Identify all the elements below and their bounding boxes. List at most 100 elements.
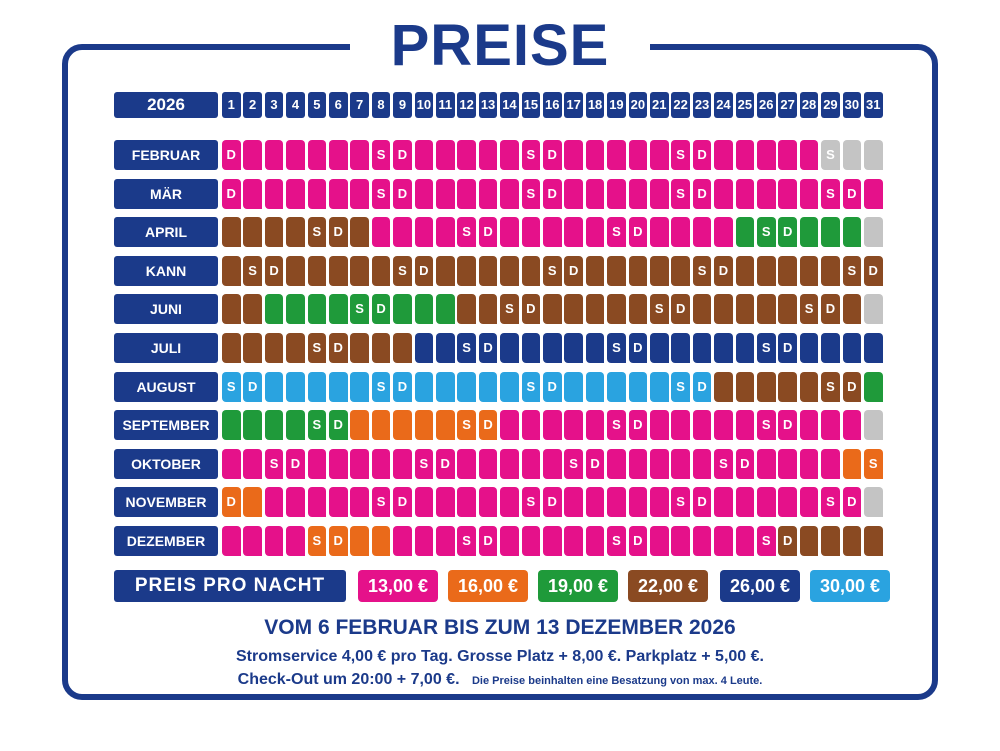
day-cell (757, 140, 776, 170)
day-cell (478, 294, 498, 325)
day-cell (243, 448, 262, 479)
day-cell (350, 178, 369, 209)
day-cell (414, 487, 434, 518)
day-cell (457, 178, 476, 209)
day-cell (286, 333, 305, 363)
checkout-info: Check-Out um 20:00 + 7,00 €. Die Preise … (0, 671, 1000, 689)
day-cell (650, 217, 669, 248)
day-cell (799, 178, 819, 209)
day-header-29: 29 (821, 92, 840, 118)
price-tag: 22,00 € (628, 570, 708, 602)
day-cell (307, 178, 327, 209)
day-cell: D (329, 410, 348, 441)
day-cell (286, 371, 305, 402)
day-cell (393, 448, 412, 479)
day-cell: D (243, 371, 262, 402)
day-cell: S (757, 333, 776, 363)
day-header-12: 12 (457, 92, 476, 118)
day-cell (543, 526, 562, 556)
day-cell (628, 140, 648, 170)
day-cell (799, 140, 819, 170)
day-cell: S (243, 255, 262, 286)
day-cell (650, 178, 669, 209)
day-cell (329, 487, 348, 518)
day-cell: D (478, 526, 498, 556)
day-cell (243, 217, 262, 248)
day-cell (607, 448, 626, 479)
day-cell (799, 487, 819, 518)
day-cell (778, 178, 797, 209)
day-cell: D (692, 178, 712, 209)
day-cell (500, 526, 519, 556)
day-cell: D (478, 410, 498, 441)
day-cell (457, 140, 476, 170)
day-cell (500, 140, 519, 170)
day-cell (264, 294, 284, 325)
day-cell (414, 333, 434, 363)
day-cell (350, 217, 369, 248)
day-cell: S (799, 294, 819, 325)
day-cell (264, 178, 284, 209)
day-cell (607, 178, 626, 209)
day-cell (628, 487, 648, 518)
day-cell (264, 410, 284, 441)
day-cell (650, 371, 669, 402)
day-cell: D (585, 448, 605, 479)
day-cell (564, 217, 583, 248)
day-cell (436, 255, 455, 286)
day-cell: D (329, 217, 348, 248)
day-cell (735, 487, 755, 518)
day-cell (222, 333, 241, 363)
day-cell (264, 217, 284, 248)
day-cell: D (842, 178, 862, 209)
day-cell: D (329, 526, 348, 556)
day-cell (607, 140, 626, 170)
day-header-8: 8 (371, 92, 391, 118)
day-cell (264, 371, 284, 402)
day-cell (286, 140, 305, 170)
day-cell: S (821, 371, 840, 402)
day-cell (436, 140, 455, 170)
day-cell (500, 371, 519, 402)
day-cell: D (436, 448, 455, 479)
day-header-15: 15 (521, 92, 541, 118)
price-tag: 19,00 € (538, 570, 618, 602)
day-header-24: 24 (714, 92, 733, 118)
day-cell (478, 140, 498, 170)
day-cell (799, 371, 819, 402)
day-cell (414, 217, 434, 248)
month-label: FEBRUAR (114, 140, 218, 170)
day-cell (371, 448, 391, 479)
day-cell (350, 371, 369, 402)
day-cell (350, 410, 369, 441)
day-cell (307, 487, 327, 518)
day-cell (585, 371, 605, 402)
day-cell (585, 217, 605, 248)
day-cell (842, 140, 862, 170)
day-header-20: 20 (628, 92, 648, 118)
day-cell (757, 255, 776, 286)
day-cell (864, 371, 883, 402)
day-header-11: 11 (436, 92, 455, 118)
day-cell: D (414, 255, 434, 286)
day-cell (222, 294, 241, 325)
day-cell: D (329, 333, 348, 363)
day-cell: D (842, 371, 862, 402)
day-cell (329, 178, 348, 209)
page-title: PREISE (350, 14, 650, 78)
day-header-13: 13 (478, 92, 498, 118)
month-label: DEZEMBER (114, 526, 218, 556)
day-cell: D (286, 448, 305, 479)
day-cell (436, 333, 455, 363)
day-cell (350, 255, 369, 286)
day-cell (521, 448, 541, 479)
day-cell (564, 140, 583, 170)
day-cell (307, 371, 327, 402)
day-cell (222, 410, 241, 441)
month-label: OKTOBER (114, 448, 218, 479)
day-header-27: 27 (778, 92, 797, 118)
day-cell: D (714, 255, 733, 286)
day-cell: D (521, 294, 541, 325)
day-cell (371, 526, 391, 556)
day-cell: S (264, 448, 284, 479)
